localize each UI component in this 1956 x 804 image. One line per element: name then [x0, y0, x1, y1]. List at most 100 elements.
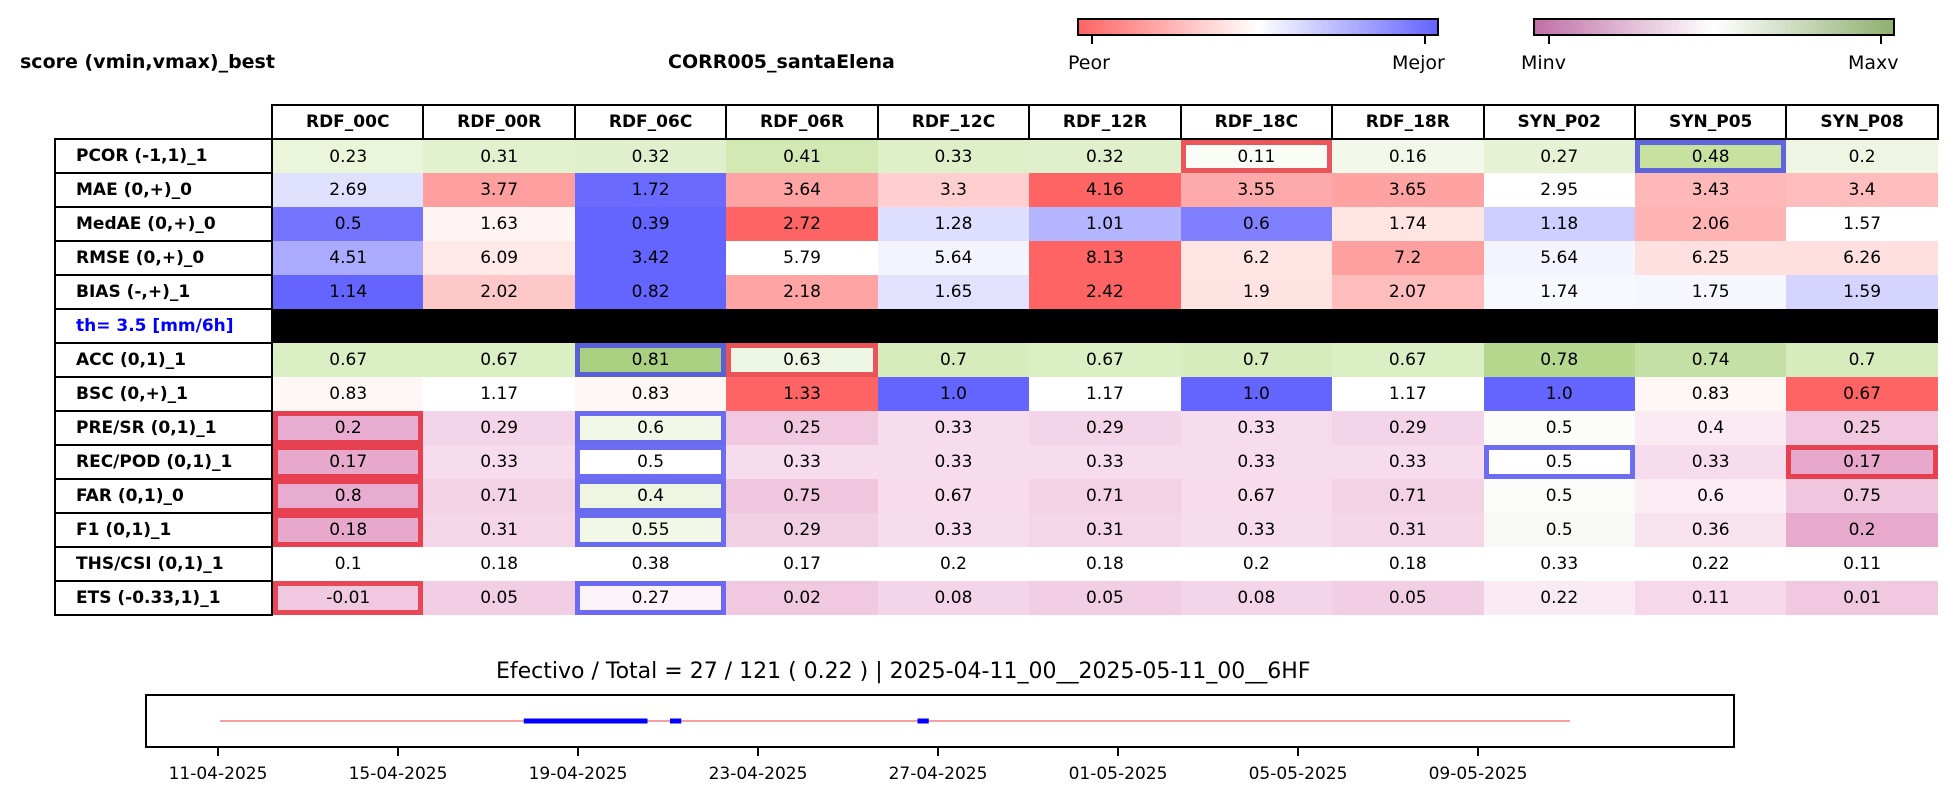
- heatmap-cell: 0.36: [1634, 513, 1787, 547]
- table-row: MedAE (0,+)_0 0.5 1.63 0.39 2.72 1.28 1.01 0.6 1…: [54, 206, 1938, 242]
- heatmap-cell: 0.5: [272, 207, 424, 241]
- heatmap-cell: 1.72: [574, 173, 727, 207]
- heatmap-cell: 0.39: [574, 207, 727, 241]
- heatmap-cell: 2.72: [726, 207, 878, 241]
- heatmap-cell: 0.41: [726, 139, 878, 173]
- heatmap-cell: 0.67: [1332, 343, 1484, 377]
- row-header: BIAS (-,+)_1: [54, 274, 273, 310]
- heatmap-cell: 1.01: [1029, 207, 1181, 241]
- heatmap-cell: 0.81: [574, 343, 727, 377]
- threshold-label: th= 3.5 [mm/6h]: [54, 308, 273, 344]
- timeline-tick: [577, 748, 579, 756]
- heatmap-cell: 1.74: [1332, 207, 1484, 241]
- timeline-panel: [145, 694, 1735, 748]
- heatmap-cell: 0.74: [1634, 343, 1787, 377]
- column-header: SYN_P08: [1785, 104, 1939, 140]
- heatmap-cell: 2.42: [1029, 275, 1181, 309]
- heatmap-cell: 0.23: [272, 139, 424, 173]
- heatmap-cell: 6.09: [423, 241, 575, 275]
- chart-title-center: CORR005_santaElena: [668, 51, 895, 73]
- heatmap-cell: 4.51: [272, 241, 424, 275]
- heatmap-cell: 0.4: [574, 479, 727, 513]
- heatmap-cell: 3.65: [1332, 173, 1484, 207]
- column-header: RDF_18C: [1179, 104, 1334, 140]
- timeline-tick-label: 11-04-2025: [168, 764, 268, 784]
- heatmap-cell: 2.18: [726, 275, 878, 309]
- heatmap-cell: 0.8: [272, 479, 424, 513]
- column-header: RDF_06R: [725, 104, 879, 140]
- heatmap-cell: 0.2: [1180, 547, 1333, 581]
- timeline-tick-label: 19-04-2025: [528, 764, 628, 784]
- heatmap-cell: 1.17: [1332, 377, 1484, 411]
- heatmap-cell: 0.29: [423, 411, 575, 445]
- heatmap-cell: 1.18: [1483, 207, 1635, 241]
- heatmap-cell: 0.4: [1634, 411, 1787, 445]
- heatmap-cell: 1.57: [1786, 207, 1938, 241]
- heatmap-cell: 1.0: [1180, 377, 1333, 411]
- heatmap-cell: 0.05: [1029, 581, 1181, 615]
- timeline-tick-label: 01-05-2025: [1068, 764, 1168, 784]
- score-colorbar-left-label: Peor: [1068, 52, 1110, 74]
- row-header: PCOR (-1,1)_1: [54, 138, 273, 174]
- column-header: RDF_12C: [876, 104, 1031, 140]
- table-row: PCOR (-1,1)_1 0.23 0.31 0.32 0.41 0.33 0.32 0.1…: [54, 138, 1938, 174]
- heatmap-cell: 0.27: [574, 581, 727, 615]
- heatmap-cell: 5.64: [1483, 241, 1635, 275]
- heatmap-cell: 2.07: [1332, 275, 1484, 309]
- heatmap-cell: 0.18: [1332, 547, 1484, 581]
- row-header: ETS (-0.33,1)_1: [54, 580, 273, 616]
- heatmap-cell: 0.71: [1029, 479, 1181, 513]
- table-row: REC/POD (0,1)_1 0.17 0.33 0.5 0.33 0.33 0.33 0.…: [54, 444, 1938, 480]
- heatmap-cell: 1.59: [1786, 275, 1938, 309]
- timeline-tick: [1477, 748, 1479, 756]
- heatmap-cell: 0.08: [877, 581, 1030, 615]
- chart-title-left: score (vmin,vmax)_best: [20, 51, 275, 73]
- heatmap-cell: 4.16: [1029, 173, 1181, 207]
- heatmap-cell: 0.2: [877, 547, 1030, 581]
- heatmap-cell: 0.31: [1029, 513, 1181, 547]
- heatmap-cell: 0.31: [1332, 513, 1484, 547]
- value-colorbar: [1533, 18, 1895, 36]
- heatmap-cell: 0.67: [1786, 377, 1938, 411]
- heatmap-cell: 8.13: [1029, 241, 1181, 275]
- heatmap-cell: 0.29: [726, 513, 878, 547]
- heatmap-cell: 0.83: [272, 377, 424, 411]
- value-colorbar-tick-left: [1548, 36, 1550, 44]
- heatmap-cell: 0.2: [1786, 513, 1938, 547]
- heatmap-cell: 0.48: [1634, 139, 1787, 173]
- heatmap-cell: 0.6: [1634, 479, 1787, 513]
- heatmap-cell: 0.33: [877, 411, 1030, 445]
- heatmap-cell: 0.33: [726, 445, 878, 479]
- timeline-tick: [217, 748, 219, 756]
- heatmap-cell: 5.79: [726, 241, 878, 275]
- separator-bar: [272, 309, 1938, 343]
- heatmap-cell: 0.29: [1332, 411, 1484, 445]
- heatmap-cell: 0.33: [1180, 513, 1333, 547]
- table-row: THS/CSI (0,1)_1 0.1 0.18 0.38 0.17 0.2 0.18 0.2…: [54, 546, 1938, 582]
- heatmap-cell: 1.75: [1634, 275, 1787, 309]
- row-header: ACC (0,1)_1: [54, 342, 273, 378]
- heatmap-cell: 0.67: [877, 479, 1030, 513]
- heatmap-cell: 0.18: [1029, 547, 1181, 581]
- heatmap-cell: 0.01: [1786, 581, 1938, 615]
- heatmap-cell: 0.22: [1483, 581, 1635, 615]
- heatmap-cell: 0.7: [1180, 343, 1333, 377]
- heatmap-cell: 0.17: [726, 547, 878, 581]
- heatmap-cell: 1.33: [726, 377, 878, 411]
- timeline-tick: [937, 748, 939, 756]
- score-colorbar-tick-right: [1424, 36, 1426, 44]
- heatmap-cell: 0.25: [1786, 411, 1938, 445]
- heatmap-cell: 3.3: [877, 173, 1030, 207]
- heatmap-cell: 1.65: [877, 275, 1030, 309]
- heatmap-cell: 1.14: [272, 275, 424, 309]
- heatmap-cell: 7.2: [1332, 241, 1484, 275]
- column-header: RDF_18R: [1331, 104, 1485, 140]
- heatmap-cell: 0.11: [1786, 547, 1938, 581]
- heatmap-cell: 3.42: [574, 241, 727, 275]
- heatmap-cell: 0.78: [1483, 343, 1635, 377]
- heatmap-cell: 1.9: [1180, 275, 1333, 309]
- timeline-tick: [757, 748, 759, 756]
- heatmap-cell: 6.25: [1634, 241, 1787, 275]
- heatmap-cell: 0.27: [1483, 139, 1635, 173]
- heatmap-cell: 5.64: [877, 241, 1030, 275]
